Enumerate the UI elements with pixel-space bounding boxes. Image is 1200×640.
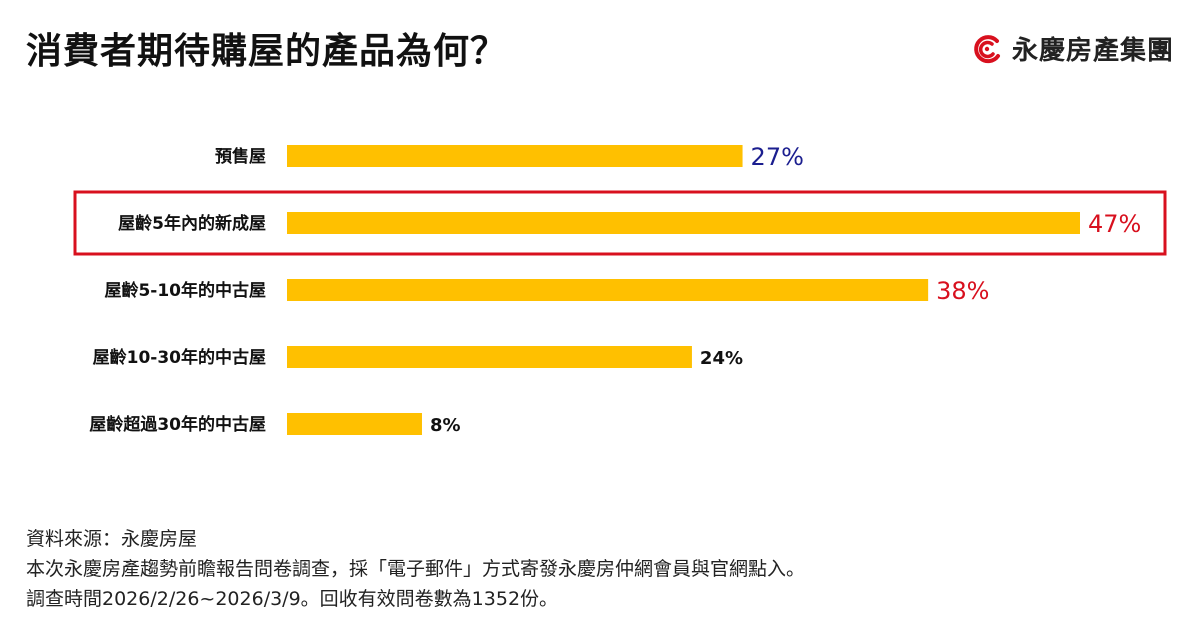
value-label: 38% bbox=[936, 277, 989, 305]
source-note: 資料來源：永慶房屋 bbox=[26, 528, 198, 550]
survey-method-note: 本次永慶房產趨勢前瞻報告問卷調查，採「電子郵件」方式寄發永慶房仲網會員與官網點入… bbox=[26, 558, 806, 580]
footer-notes: 資料來源：永慶房屋 本次永慶房產趨勢前瞻報告問卷調查，採「電子郵件」方式寄發永慶… bbox=[26, 524, 805, 614]
bar bbox=[287, 346, 692, 368]
brand-name: 永慶房產集團 bbox=[1011, 36, 1174, 66]
bar bbox=[287, 212, 1080, 234]
highlight-box bbox=[73, 190, 1167, 256]
bar bbox=[287, 145, 743, 167]
brand-logo: 永慶房產集團 bbox=[970, 30, 1174, 67]
spiral-c-logo-icon bbox=[974, 34, 1000, 63]
bar bbox=[287, 413, 422, 435]
survey-period-note: 調查時間2026/2/26~2026/3/9。回收有效問卷數為1352份。 bbox=[26, 588, 559, 610]
category-label: 屋齡超過30年的中古屋 bbox=[89, 414, 266, 435]
bar-chart: 預售屋 27% 屋齡5年內的新成屋 47% 屋齡5-10年的中古屋 38% 屋齡10-30年… bbox=[73, 143, 1167, 436]
category-label: 屋齡10-30年的中古屋 bbox=[93, 347, 266, 368]
category-label: 屋齡5年內的新成屋 bbox=[118, 213, 266, 234]
category-label: 預售屋 bbox=[215, 146, 266, 167]
bar bbox=[287, 279, 929, 301]
value-label: 24% bbox=[700, 348, 743, 369]
value-label: 27% bbox=[751, 143, 804, 171]
value-label: 8% bbox=[430, 415, 461, 436]
category-label: 屋齡5-10年的中古屋 bbox=[104, 280, 266, 301]
page-title: 消費者期待購屋的產品為何？ bbox=[26, 31, 508, 72]
value-label: 47% bbox=[1088, 210, 1141, 238]
